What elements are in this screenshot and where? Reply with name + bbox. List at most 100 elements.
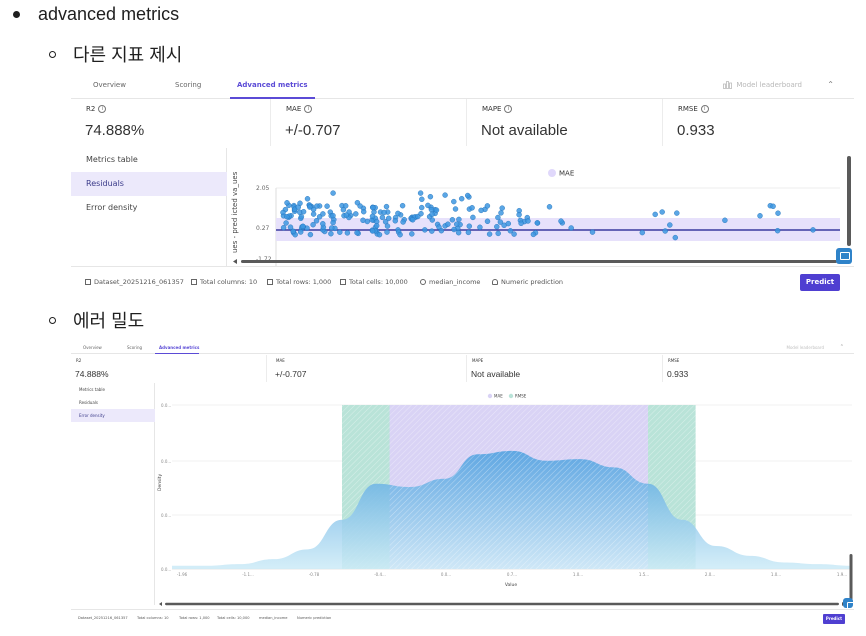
info-icon[interactable]: i <box>700 105 709 113</box>
metrics-sidebar: Metrics table Residuals Error density <box>71 383 155 605</box>
total-rows: Total rows: 1,000 <box>276 278 332 286</box>
residuals-panel: Overview Scoring Advanced metrics Model … <box>71 72 854 296</box>
legend-mae[interactable]: MAE <box>494 394 503 399</box>
scatter-point <box>456 216 462 223</box>
chat-icon[interactable] <box>843 598 857 610</box>
scroll-thumb[interactable] <box>165 602 839 606</box>
x-axis-label: Value <box>505 582 518 588</box>
info-icon[interactable]: i <box>98 105 107 113</box>
scatter-point <box>497 219 504 225</box>
scatter-point <box>429 228 435 234</box>
scroll-thumb[interactable] <box>849 554 853 600</box>
metrics-sidebar: Metrics table Residuals Error density <box>71 148 227 266</box>
collapse-chevron-icon[interactable]: ⌃ <box>827 80 834 89</box>
x-tick-label: 1.9... <box>837 572 847 577</box>
sidebar-item-metrics-table[interactable]: Metrics table <box>86 155 138 164</box>
scatter-point <box>376 231 383 238</box>
scatter-point <box>310 221 316 228</box>
bullet-text: advanced metrics <box>38 4 180 24</box>
sidebar-item-error-density[interactable]: Error density <box>86 203 138 212</box>
scatter-point <box>320 221 326 227</box>
scatter-point <box>399 203 406 209</box>
tab-overview[interactable]: Overview <box>93 81 126 89</box>
leaderboard-label: Model leaderboard <box>736 81 802 89</box>
legend-swatch <box>508 393 514 399</box>
scatter-point <box>314 203 320 209</box>
scroll-thumb[interactable] <box>847 156 851 246</box>
info-icon[interactable]: i <box>304 105 313 113</box>
sidebar-item-residuals[interactable]: Residuals <box>79 400 98 405</box>
scroll-left-icon[interactable] <box>159 602 162 606</box>
scroll-left-icon[interactable] <box>233 259 237 264</box>
scatter-point <box>354 200 361 206</box>
tab-bar: Overview Scoring Advanced metrics Model … <box>71 72 854 99</box>
tab-scoring[interactable]: Scoring <box>127 345 143 350</box>
scatter-point <box>429 211 435 218</box>
legend-mae[interactable]: MAE <box>559 170 574 178</box>
scatter-point <box>384 223 391 229</box>
scatter-point <box>499 205 505 211</box>
scatter-point <box>360 209 367 215</box>
predict-button[interactable]: Predict <box>823 614 845 624</box>
scatter-point <box>307 231 314 238</box>
tab-advanced-metrics[interactable]: Advanced metrics <box>159 345 200 350</box>
x-tick-label: 1.0... <box>573 572 583 577</box>
metric-rmse: RMSE i 0.933 <box>663 99 854 146</box>
scroll-thumb[interactable] <box>241 260 837 263</box>
vertical-scrollbar[interactable] <box>846 152 852 252</box>
scatter-point <box>452 206 459 212</box>
dataset-footer: Dataset_20251216_061357 Total columns: 1… <box>71 609 854 628</box>
scatter-point <box>313 218 320 224</box>
collapse-chevron-icon[interactable]: ⌃ <box>839 344 844 350</box>
scatter-point <box>344 230 351 236</box>
scatter-point <box>465 229 472 236</box>
predict-button[interactable]: Predict <box>800 274 840 291</box>
scatter-point <box>340 207 347 213</box>
scatter-point <box>511 231 517 237</box>
x-tick-labels: -1.96 -1.1... -0.78 -0.4... 0.0... 0.7... 1.0.… <box>177 572 847 577</box>
metric-mae: MAE +/-0.707 <box>271 355 467 382</box>
tab-scoring[interactable]: Scoring <box>175 81 202 89</box>
horizontal-scrollbar[interactable] <box>159 602 845 606</box>
scatter-point <box>433 207 440 213</box>
chat-icon[interactable] <box>836 248 852 264</box>
tab-overview[interactable]: Overview <box>83 345 102 350</box>
metric-name: MAPE <box>472 358 484 363</box>
scatter-point <box>518 220 524 227</box>
scatter-point <box>484 203 491 209</box>
sidebar-item-metrics-table[interactable]: Metrics table <box>79 387 105 392</box>
metric-value: +/-0.707 <box>285 122 341 139</box>
scatter-point <box>300 209 307 215</box>
model-leaderboard-button[interactable]: Model leaderboard <box>786 345 825 350</box>
scatter-point <box>280 224 287 231</box>
scatter-point <box>774 227 781 234</box>
scatter-point <box>283 220 289 226</box>
target-icon <box>420 279 426 285</box>
scatter-point <box>558 218 564 224</box>
dataset-icon <box>85 279 91 285</box>
sidebar-item-residuals[interactable]: Residuals <box>71 172 227 196</box>
info-icon[interactable]: i <box>504 105 513 113</box>
x-tick-label: 0.7... <box>507 572 517 577</box>
metric-name: MAE <box>276 358 285 363</box>
metric-name: MAE <box>286 105 302 113</box>
vertical-scrollbar[interactable] <box>849 552 853 602</box>
rows-icon <box>267 279 273 285</box>
scatter-point <box>280 209 286 216</box>
scatter-point <box>530 231 537 238</box>
scatter-point <box>328 230 334 237</box>
scatter-point <box>370 204 376 211</box>
horizontal-scrollbar[interactable] <box>233 259 845 264</box>
scatter-point <box>381 209 387 216</box>
legend-rmse[interactable]: RMSE <box>515 394 527 399</box>
metric-name: R2 <box>76 358 82 363</box>
scatter-point <box>307 204 313 210</box>
scatter-point <box>395 210 401 217</box>
scatter-point <box>652 211 658 218</box>
metric-name: R2 <box>86 105 96 113</box>
sidebar-item-error-density[interactable]: Error density <box>71 409 155 422</box>
scatter-point <box>470 214 476 221</box>
tab-advanced-metrics[interactable]: Advanced metrics <box>237 81 308 89</box>
scatter-point <box>495 230 501 237</box>
model-leaderboard-button[interactable]: Model leaderboard <box>723 81 802 89</box>
